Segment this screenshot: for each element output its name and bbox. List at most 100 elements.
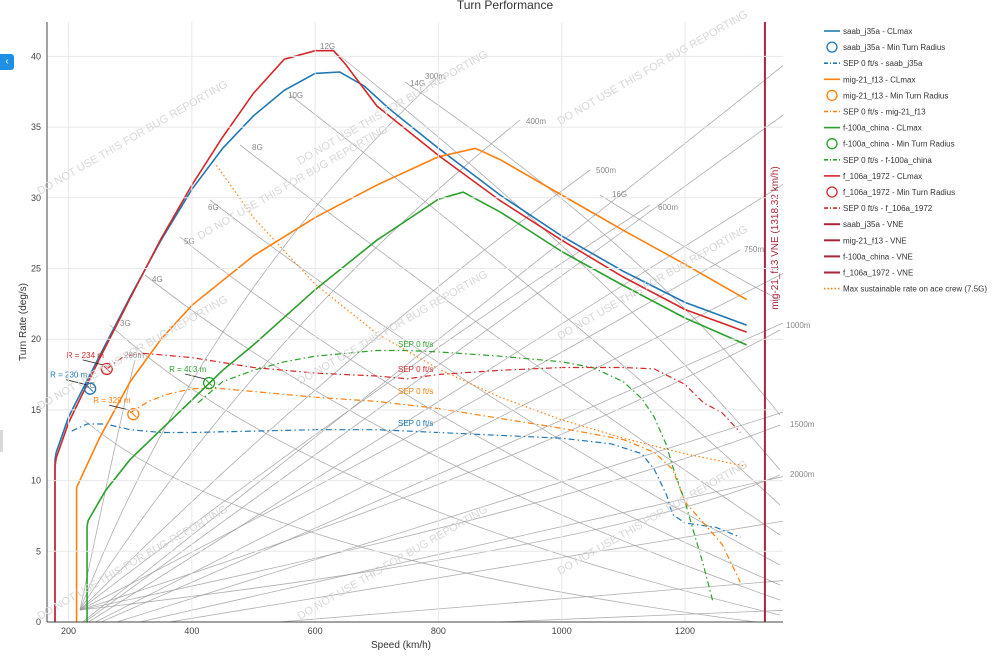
radius-curve: [79, 249, 741, 611]
axis-layer: 200 400 600 800 1000 1200 0 5 10 15 20 25 30 35 40 200m…: [31, 22, 815, 636]
g-load-label: 2G: [85, 381, 96, 390]
radius-gridline: [488, 609, 783, 622]
legend-item[interactable]: f-100a_china - Min Turn Radius: [826, 138, 955, 150]
min-turn-radius-label: R = 234 m: [67, 351, 104, 360]
legend-label: SEP 0 ft/s - f-100a_china: [843, 156, 932, 165]
radius-curve: [79, 169, 591, 611]
legend-item[interactable]: f-100a_china - CLmax: [824, 124, 922, 133]
radius-label: 400m: [526, 117, 546, 126]
min-turn-radius-label: R = 403 m: [169, 365, 206, 374]
y-tick-label: 20: [31, 334, 41, 344]
y-tick-label: 30: [31, 193, 41, 203]
g-load-gridline: [329, 47, 781, 471]
legend-marker: [826, 186, 838, 198]
legend-label: SEP 0 ft/s - saab_j35a: [843, 59, 923, 68]
watermark-text: DO NOT USE THIS FOR BUG REPORTING: [556, 8, 750, 127]
legend-item[interactable]: f_106a_1972 - Min Turn Radius: [826, 186, 955, 198]
min-turn-radius-cross: [129, 410, 137, 418]
x-axis-label: Speed (km/h): [371, 640, 431, 651]
g-load-label: 12G: [320, 42, 335, 51]
watermark-text: DO NOT USE THIS FOR BUG REPORTING: [296, 503, 490, 622]
legend-item[interactable]: Max sustainable rate on ace crew (7.5G): [824, 285, 987, 294]
legend-item[interactable]: mig-21_f13 - Min Turn Radius: [826, 89, 948, 102]
g-load-label: 16G: [612, 190, 627, 199]
legend-label: f_106a_1972 - CLmax: [843, 172, 922, 181]
radius-gridline: [167, 520, 783, 622]
gridline-layer: 2G 3G 4G 5G 6G 8G 10G 12G 14G 16G: [79, 42, 783, 622]
radius-curve: [79, 329, 781, 611]
watermark-text: DO NOT USE THIS FOR BUG REPORTING: [196, 123, 390, 242]
series-line: [216, 164, 747, 468]
series-line: [71, 423, 741, 538]
radius-gridline: [115, 411, 783, 622]
legend-item[interactable]: mig-21_f13 - VNE: [824, 236, 907, 245]
legend-item[interactable]: SEP 0 ft/s - saab_j35a: [824, 59, 923, 68]
edge-handle[interactable]: [0, 430, 3, 452]
radius-curve: [79, 74, 441, 611]
radius-label: 2000m: [790, 470, 815, 479]
watermark-text: DO NOT USE THIS FOR BUG REPORTING: [296, 48, 490, 167]
y-tick-label: 5: [36, 546, 41, 556]
legend-label: f_106a_1972 - VNE: [843, 269, 913, 278]
watermark-text: DO NOT USE THIS FOR BUG REPORTING: [556, 223, 750, 342]
radius-label: 1000m: [786, 321, 811, 330]
y-tick-label: 0: [36, 617, 41, 627]
watermark-text: DO NOT USE THIS FOR BUG REPORTING: [556, 458, 750, 577]
min-turn-radius-marker: [100, 362, 113, 376]
radius-curve: [79, 119, 521, 611]
g-load-label: 8G: [252, 143, 263, 152]
legend-item[interactable]: SEP 0 ft/s - f-100a_china: [824, 156, 932, 165]
legend-label: f_106a_1972 - Min Turn Radius: [843, 188, 955, 197]
legend-label: mig-21_f13 - CLmax: [843, 75, 915, 84]
legend-label: SEP 0 ft/s - f_106a_1972: [843, 204, 933, 213]
collapse-sidebar-button[interactable]: ‹: [0, 54, 14, 70]
legend-marker: [826, 138, 838, 150]
g-load-label: 5G: [184, 237, 195, 246]
legend-label: saab_j35a - VNE: [843, 220, 903, 229]
min-turn-radius-marker: [83, 382, 97, 395]
legend-item[interactable]: f_106a_1972 - CLmax: [824, 172, 922, 181]
legend-item[interactable]: f-100a_china - VNE: [824, 252, 913, 261]
legend-label: f-100a_china - VNE: [843, 252, 913, 261]
radius-gridline: [94, 273, 783, 622]
g-load-gridline: [179, 236, 781, 586]
g-load-gridline: [83, 419, 760, 622]
annotation-arrow: [109, 404, 130, 411]
x-tick-label: 1200: [675, 626, 695, 636]
radius-label: 600m: [658, 203, 678, 212]
legend[interactable]: saab_j35a - CLmax saab_j35a - Min Turn Ra…: [824, 27, 987, 294]
g-load-gridline: [289, 94, 781, 506]
annotation-arrow: [82, 359, 103, 366]
y-axis-label: Turn Rate (deg/s): [18, 283, 29, 361]
legend-item[interactable]: saab_j35a - CLmax: [824, 27, 912, 36]
min-turn-radius-marker: [127, 407, 140, 421]
min-turn-radius-label: R = 329 m: [93, 396, 130, 405]
legend-label: Max sustainable rate on ace crew (7.5G): [843, 285, 987, 294]
sep-label: SEP 0 ft/s: [398, 419, 433, 428]
x-tick-label: 600: [308, 626, 323, 636]
legend-item[interactable]: mig-21_f13 - CLmax: [824, 75, 915, 84]
watermark-text: DO NOT USE THIS FOR BUG REPORTING: [36, 78, 230, 197]
g-load-label: 10G: [288, 91, 303, 100]
series-line: [54, 49, 747, 467]
legend-item[interactable]: saab_j35a - VNE: [824, 220, 903, 229]
radius-curve: [79, 424, 781, 611]
radius-gridline: [84, 114, 783, 622]
series-line: [54, 71, 747, 460]
legend-label: SEP 0 ft/s - mig-21_f13: [843, 108, 926, 117]
radius-label: 500m: [596, 166, 616, 175]
series-line: [129, 388, 741, 583]
x-tick-label: 400: [184, 626, 199, 636]
legend-item[interactable]: f_106a_1972 - VNE: [824, 269, 913, 278]
min-turn-radius-marker: [202, 376, 216, 390]
legend-item[interactable]: saab_j35a - Min Turn Radius: [826, 41, 945, 53]
legend-item[interactable]: SEP 0 ft/s - mig-21_f13: [824, 108, 926, 117]
annotation-arrow: [185, 373, 206, 380]
legend-label: mig-21_f13 - Min Turn Radius: [843, 91, 948, 100]
legend-item[interactable]: SEP 0 ft/s - f_106a_1972: [824, 204, 933, 213]
watermark-layer: DO NOT USE THIS FOR BUG REPORTING DO NOT …: [36, 8, 750, 622]
radius-label: 200m: [124, 351, 144, 360]
g-load-gridline: [144, 274, 781, 601]
legend-label: mig-21_f13 - VNE: [843, 236, 907, 245]
